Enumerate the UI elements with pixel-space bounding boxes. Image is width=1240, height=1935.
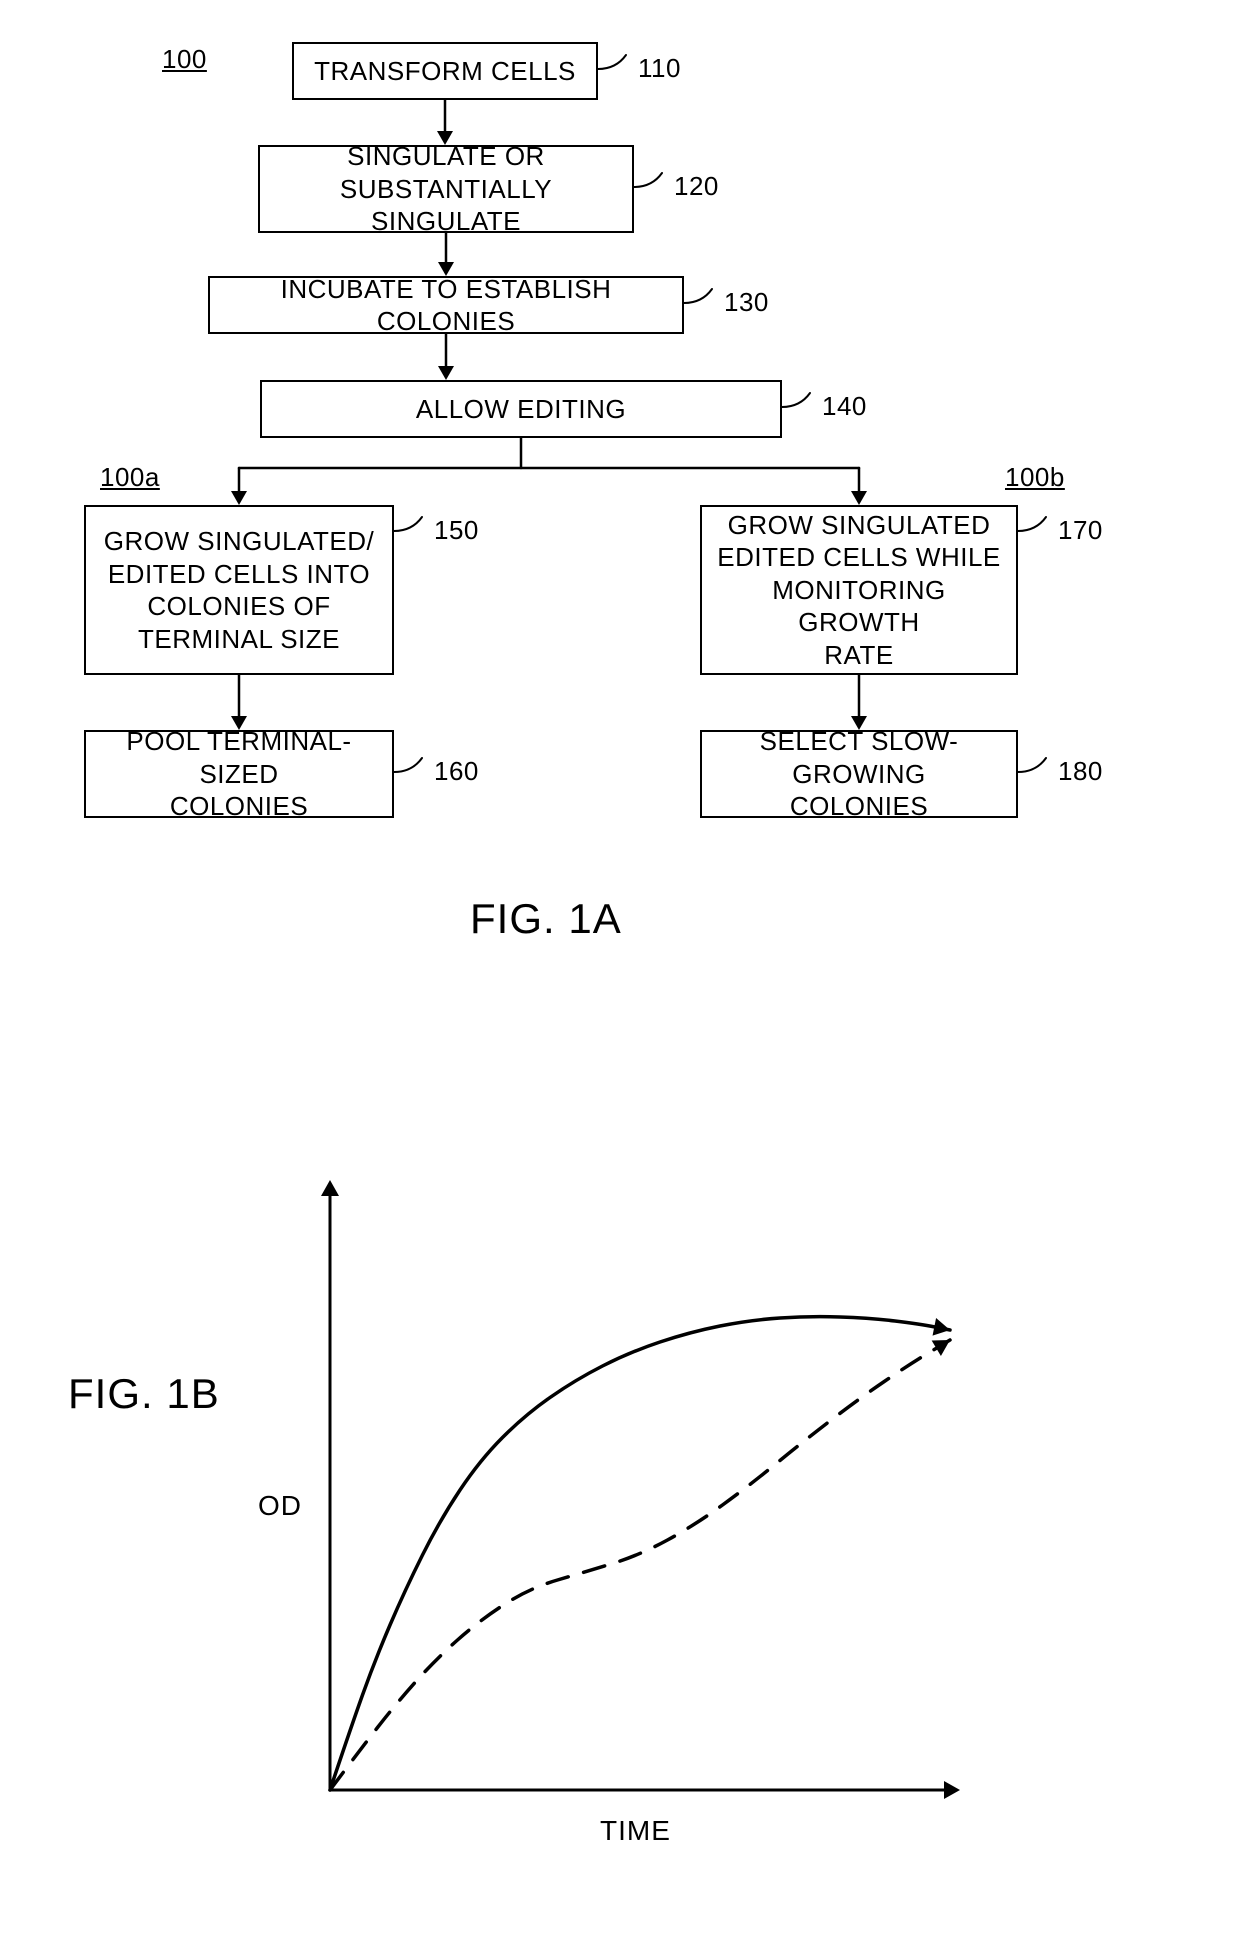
- figure-label-1b: FIG. 1B: [68, 1370, 220, 1418]
- page-stage: TRANSFORM CELLS SINGULATE OR SUBSTANTIAL…: [0, 0, 1240, 1935]
- chart-xlabel: TIME: [600, 1815, 671, 1847]
- flow-node-label: TRANSFORM CELLS: [314, 55, 576, 88]
- ref-label-130: 130: [724, 287, 769, 318]
- flow-node-label: GROW SINGULATED EDITED CELLS WHILE MONIT…: [712, 509, 1006, 672]
- flow-node-grow-monitor: GROW SINGULATED EDITED CELLS WHILE MONIT…: [700, 505, 1018, 675]
- flow-node-transform-cells: TRANSFORM CELLS: [292, 42, 598, 100]
- ref-label-110: 110: [638, 53, 681, 84]
- ref-label-120: 120: [674, 171, 719, 202]
- flow-node-label: POOL TERMINAL-SIZED COLONIES: [96, 725, 382, 823]
- flow-node-singulate: SINGULATE OR SUBSTANTIALLY SINGULATE: [258, 145, 634, 233]
- flow-node-label: ALLOW EDITING: [416, 393, 626, 426]
- flow-node-grow-terminal: GROW SINGULATED/ EDITED CELLS INTO COLON…: [84, 505, 394, 675]
- ref-label-160: 160: [434, 756, 479, 787]
- flow-node-label: GROW SINGULATED/ EDITED CELLS INTO COLON…: [104, 525, 374, 655]
- flow-node-pool-colonies: POOL TERMINAL-SIZED COLONIES: [84, 730, 394, 818]
- flow-node-label: SINGULATE OR SUBSTANTIALLY SINGULATE: [270, 140, 622, 238]
- ref-label-140: 140: [822, 391, 867, 422]
- flow-node-incubate: INCUBATE TO ESTABLISH COLONIES: [208, 276, 684, 334]
- ref-label-170: 170: [1058, 515, 1103, 546]
- chart-ylabel: OD: [258, 1490, 302, 1522]
- flow-node-allow-editing: ALLOW EDITING: [260, 380, 782, 438]
- figure-label-1a: FIG. 1A: [470, 895, 622, 943]
- ref-label-100b: 100b: [1005, 462, 1065, 493]
- flow-node-select-slow: SELECT SLOW-GROWING COLONIES: [700, 730, 1018, 818]
- flow-node-label: INCUBATE TO ESTABLISH COLONIES: [220, 273, 672, 338]
- ref-label-150: 150: [434, 515, 479, 546]
- flow-node-label: SELECT SLOW-GROWING COLONIES: [712, 725, 1006, 823]
- ref-label-180: 180: [1058, 756, 1103, 787]
- ref-label-100: 100: [162, 44, 207, 75]
- ref-label-100a: 100a: [100, 462, 160, 493]
